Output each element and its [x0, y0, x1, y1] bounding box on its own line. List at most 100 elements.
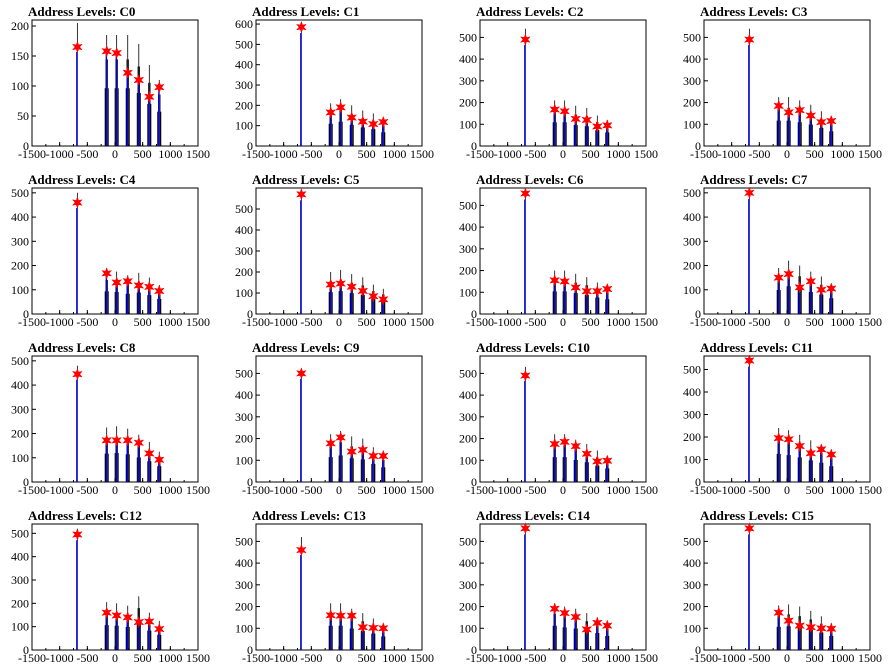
- histogram-panel-c0: Address Levels: C0 -1500 -1000 -500 0 500 1000…: [0, 0, 224, 168]
- y-tick-label: 200: [683, 600, 701, 614]
- peak-c13-3: [346, 608, 358, 650]
- y-tick-label: 500: [235, 37, 253, 51]
- histogram-svg: Address Levels: C3-1500 -1000 -500 0 500 1000…: [683, 4, 882, 161]
- peak-marker: [783, 614, 795, 627]
- peak-c11-1: [773, 428, 785, 482]
- y-tick-label: 400: [683, 52, 701, 66]
- peak-c3-1: [773, 97, 785, 146]
- peak-marker: [581, 284, 593, 298]
- y-tick-label: 0: [695, 307, 701, 321]
- peak-marker: [357, 115, 369, 128]
- histogram-svg: Address Levels: C12 -1500 -1000 -500 0 500 100…: [11, 508, 210, 665]
- peak-c14-5: [591, 616, 603, 650]
- peak-c14-2: [559, 606, 571, 650]
- peak-c8-2: [111, 426, 123, 482]
- y-tick-label: 300: [683, 234, 701, 248]
- x-tick-label: -1000: [494, 315, 522, 329]
- peak-c15-6: [825, 622, 837, 650]
- y-tick-label: 200: [683, 430, 701, 444]
- peak-marker: [825, 282, 837, 295]
- peak-marker: [367, 289, 379, 303]
- peak-c6-4: [581, 277, 593, 314]
- y-tick-label: 0: [247, 307, 253, 321]
- x-tick-label: -500: [76, 651, 98, 665]
- peak-marker: [559, 435, 571, 449]
- x-tick-label: -1500: [690, 315, 718, 329]
- peak-c7-4: [805, 271, 817, 314]
- histogram-panel-c9: Address Levels: C9 -1500 -1000 -500 0 500 1000…: [224, 336, 448, 504]
- y-tick-label: 200: [235, 600, 253, 614]
- x-tick-label: -1500: [466, 483, 494, 497]
- y-tick-label: 100: [459, 117, 477, 131]
- y-tick-label: 200: [235, 265, 253, 279]
- peak-c14-6: [601, 619, 613, 650]
- peak-c5-6: [377, 288, 389, 314]
- x-tick-label: -500: [300, 651, 322, 665]
- histogram-svg: Address Levels: C15 -1500 -1000 -500 0 500 100…: [683, 508, 882, 665]
- histogram-panel-c5: Address Levels: C5 -1500 -1000 -500 0 500 1000…: [224, 168, 448, 336]
- x-tick-label: 1000: [382, 651, 406, 665]
- y-tick-label: 500: [235, 202, 253, 216]
- y-tick-label: 50: [17, 109, 29, 123]
- histogram-svg: Address Levels: C7-1500 -1000 -500 0 500 1000…: [683, 172, 882, 329]
- peak-c6-5: [591, 282, 603, 314]
- histogram-svg: Address Levels: C6-1500 -1000 -500 0 500 1000…: [459, 172, 658, 329]
- peak-c7-5: [815, 276, 827, 314]
- peak-c7-6: [825, 282, 837, 314]
- x-tick-label: 1000: [830, 651, 854, 665]
- panel-title: Address Levels: C9: [252, 340, 360, 355]
- x-tick-label: -500: [748, 651, 770, 665]
- peak-c12-5: [143, 612, 155, 650]
- peak-marker: [549, 437, 561, 451]
- peak-marker: [377, 449, 389, 463]
- peak-marker: [133, 436, 145, 449]
- x-tick-label: -500: [748, 147, 770, 161]
- x-tick-label: 1000: [158, 483, 182, 497]
- x-tick-label: 1500: [186, 651, 210, 665]
- x-tick-label: 0: [560, 651, 566, 665]
- x-tick-label: -1000: [494, 651, 522, 665]
- y-tick-label: 400: [11, 550, 29, 564]
- y-tick-label: 300: [459, 578, 477, 592]
- y-tick-label: 300: [459, 242, 477, 256]
- x-tick-label: 1500: [410, 147, 434, 161]
- peak-c0-2: [111, 35, 123, 146]
- peak-c4-0: [71, 192, 83, 314]
- x-tick-label: -1000: [46, 315, 74, 329]
- peak-marker: [346, 609, 358, 622]
- x-tick-label: 1500: [186, 315, 210, 329]
- peak-c2-6: [601, 119, 613, 146]
- panel-title: Address Levels: C1: [252, 4, 359, 19]
- y-tick-label: 100: [459, 285, 477, 299]
- x-tick-label: 0: [784, 651, 790, 665]
- panel-title: Address Levels: C11: [700, 340, 813, 355]
- y-tick-label: 300: [459, 410, 477, 424]
- y-tick-label: 300: [683, 74, 701, 88]
- y-tick-label: 0: [23, 139, 29, 153]
- peak-c0-1: [101, 35, 113, 146]
- peak-marker: [559, 606, 571, 620]
- x-tick-label: -500: [76, 147, 98, 161]
- x-tick-label: 1000: [606, 315, 630, 329]
- panel-title: Address Levels: C6: [476, 172, 584, 187]
- x-tick-label: 500: [806, 315, 824, 329]
- peak-c9-4: [357, 438, 369, 482]
- peak-c14-1: [549, 602, 561, 650]
- peak-marker: [367, 117, 379, 131]
- x-tick-label: 0: [336, 483, 342, 497]
- y-tick-label: 200: [11, 19, 29, 33]
- peak-c1-0: [295, 20, 307, 146]
- x-tick-label: 500: [134, 651, 152, 665]
- x-tick-label: 0: [112, 147, 118, 161]
- x-tick-label: -1000: [270, 651, 298, 665]
- peak-marker: [805, 275, 817, 288]
- y-tick-label: 400: [11, 210, 29, 224]
- peak-marker: [346, 280, 358, 293]
- peak-marker: [367, 621, 379, 635]
- peak-marker: [815, 283, 827, 297]
- peak-c7-1: [773, 267, 785, 314]
- peak-c14-0: [519, 522, 531, 650]
- peak-c12-1: [101, 602, 113, 650]
- peak-marker: [805, 109, 817, 122]
